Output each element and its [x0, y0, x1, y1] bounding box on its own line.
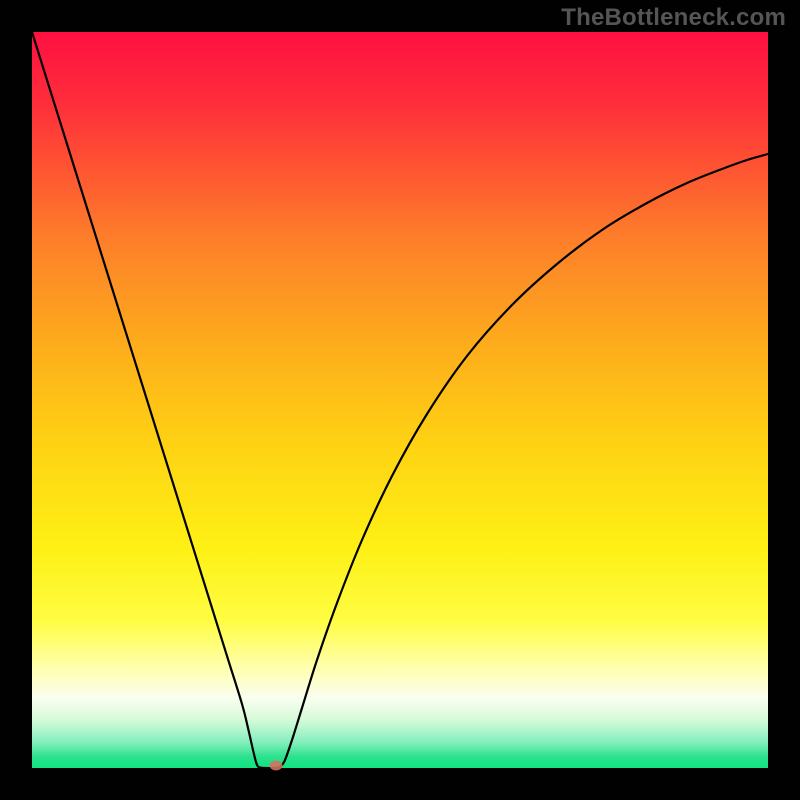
minimum-marker [270, 761, 283, 771]
bottleneck-chart [0, 0, 800, 800]
chart-container: TheBottleneck.com [0, 0, 800, 800]
plot-background [32, 32, 768, 768]
watermark-text: TheBottleneck.com [561, 4, 786, 32]
